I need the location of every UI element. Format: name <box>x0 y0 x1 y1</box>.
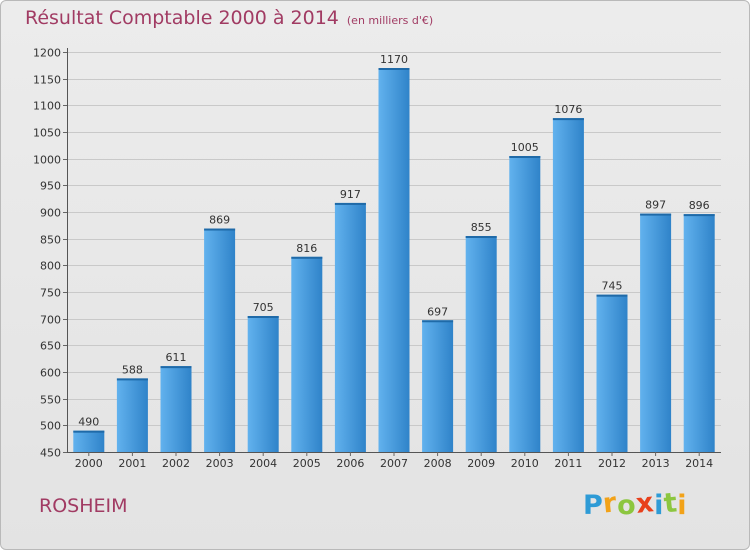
y-tick-label: 800 <box>40 260 61 273</box>
bar-top-edge <box>465 236 497 238</box>
x-tick-label: 2010 <box>511 457 539 470</box>
bar <box>465 236 497 452</box>
chart-title-block: Résultat Comptable 2000 à 2014 (en millie… <box>25 7 433 29</box>
x-tick-label: 2001 <box>118 457 146 470</box>
data-label: 855 <box>471 221 492 234</box>
bar-top-edge <box>422 320 454 323</box>
bar <box>73 430 105 452</box>
bar-top-edge <box>204 228 236 231</box>
x-tick-label: 2014 <box>685 457 713 470</box>
data-label: 917 <box>340 188 361 201</box>
bar-top-edge <box>640 213 672 216</box>
data-label: 897 <box>645 199 666 212</box>
bar <box>640 213 672 452</box>
bar-top-edge <box>291 256 323 259</box>
bar <box>160 366 192 452</box>
x-axis: 2000 2001 2002 2003 2004 2005 2006 2007 2008 2009… <box>67 452 721 470</box>
x-tick-label: 2009 <box>467 457 495 470</box>
data-label: 1005 <box>511 141 539 154</box>
bar <box>378 68 410 452</box>
bar <box>596 294 628 452</box>
x-tick-label: 2004 <box>249 457 277 470</box>
y-tick-label: 450 <box>40 447 61 460</box>
bar-top-edge <box>334 202 366 205</box>
data-labels: 490 588 611 869 705 816 917 1170 697 855 1005 1076 7… <box>78 53 709 429</box>
data-label: 1170 <box>380 53 408 66</box>
y-tick-label: 900 <box>40 207 61 220</box>
bar-series <box>73 68 715 452</box>
bar <box>552 118 584 452</box>
bar-top-edge <box>683 214 715 217</box>
logo-letter: x <box>634 487 656 520</box>
data-label: 745 <box>602 280 623 293</box>
data-label: 588 <box>122 363 143 376</box>
x-tick-label: 2005 <box>293 457 321 470</box>
bar <box>204 228 236 452</box>
bar <box>334 202 366 452</box>
y-tick-label: 700 <box>40 314 61 327</box>
x-tick-label: 2006 <box>336 457 364 470</box>
logo-letter: i <box>677 490 688 521</box>
y-tick-label: 650 <box>40 340 61 353</box>
data-label: 1076 <box>554 103 582 116</box>
x-tick-label: 2007 <box>380 457 408 470</box>
bar <box>683 214 715 452</box>
data-label: 611 <box>166 351 187 364</box>
y-tick-label: 1200 <box>33 47 61 60</box>
commune-name: ROSHEIM <box>39 495 128 517</box>
x-tick-label: 2000 <box>75 457 103 470</box>
chart-unit: (en milliers d'€) <box>346 14 434 27</box>
x-tick-label: 2011 <box>554 457 582 470</box>
y-tick-label: 550 <box>40 394 61 407</box>
bar-top-edge <box>247 316 279 318</box>
data-label: 697 <box>427 305 448 318</box>
y-tick-label: 750 <box>40 287 61 300</box>
y-tick-label: 850 <box>40 234 61 247</box>
logo-letter: o <box>617 490 637 521</box>
y-tick-label: 1050 <box>33 127 61 140</box>
bar <box>422 320 454 452</box>
data-label: 896 <box>689 199 710 212</box>
bar <box>116 378 148 452</box>
x-tick-label: 2008 <box>424 457 452 470</box>
bar-top-edge <box>116 378 148 381</box>
x-tick-label: 2012 <box>598 457 626 470</box>
y-tick-label: 1100 <box>33 100 61 113</box>
bar <box>509 156 541 452</box>
data-label: 816 <box>296 242 317 255</box>
y-tick-label: 1150 <box>33 74 61 87</box>
x-tick-label: 2003 <box>206 457 234 470</box>
bar <box>247 316 279 452</box>
y-tick-label: 950 <box>40 180 61 193</box>
bar <box>291 256 323 452</box>
bar-top-edge <box>378 68 410 70</box>
y-tick-label: 600 <box>40 367 61 380</box>
x-tick-label: 2002 <box>162 457 190 470</box>
bar-top-edge <box>73 430 105 433</box>
bar-top-edge <box>509 156 541 158</box>
bar-top-edge <box>160 366 192 369</box>
bar-top-edge <box>596 294 628 297</box>
y-axis: 450 500 550 600 650 700 750 800 850 900 950 1000 105… <box>33 47 68 460</box>
y-tick-label: 500 <box>40 420 61 433</box>
x-tick-label: 2013 <box>642 457 670 470</box>
data-label: 869 <box>209 214 230 227</box>
y-tick-label: 1000 <box>33 154 61 167</box>
chart-title: Résultat Comptable 2000 à 2014 <box>25 7 339 29</box>
logo-letter: P <box>583 490 604 521</box>
proxiti-logo: Proxiti <box>583 487 688 521</box>
data-label: 490 <box>78 416 99 429</box>
bar-top-edge <box>552 118 584 121</box>
data-label: 705 <box>253 301 274 314</box>
logo-letter: i <box>654 490 664 521</box>
